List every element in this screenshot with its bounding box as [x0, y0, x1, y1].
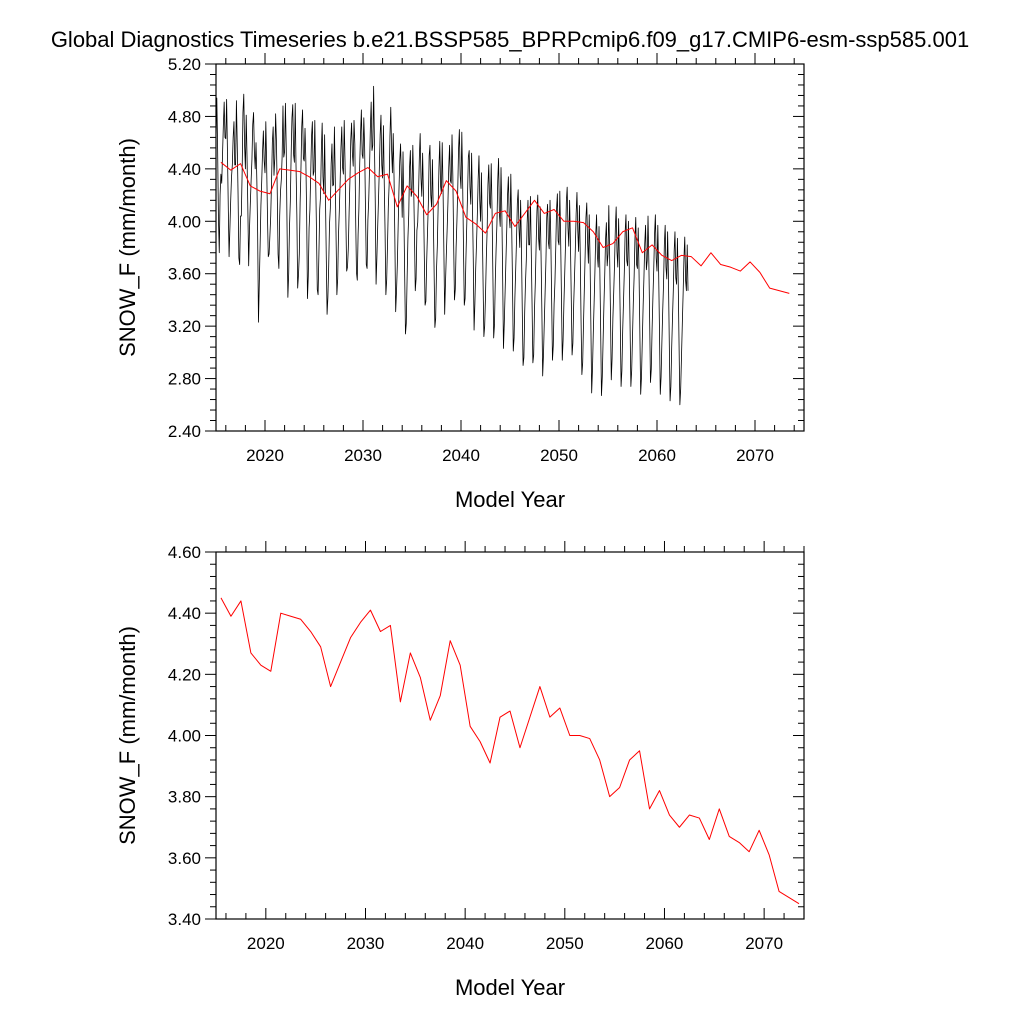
bottom-annual-mean-line — [220, 597, 800, 905]
top-panel: 2020 2030 2040 2050 2060 2070 2.40 2.80 3.20 3.6… — [115, 53, 805, 512]
top-plot-frame — [215, 63, 805, 432]
bottom-x-tick-labels: 2020 2030 2040 2050 2060 2070 — [247, 934, 783, 953]
bottom-y-axis-label: SNOW_F (mm/month) — [115, 626, 140, 845]
top-y-tick-label: 3.60 — [168, 265, 201, 284]
top-y-axis-label: SNOW_F (mm/month) — [115, 138, 140, 357]
top-y-tick-label: 4.80 — [168, 107, 201, 126]
figure-title: Global Diagnostics Timeseries b.e21.BSSP… — [51, 27, 969, 52]
bottom-x-tick-label: 2020 — [247, 934, 285, 953]
bottom-y-tick-label: 3.60 — [168, 849, 201, 868]
bottom-y-tick-label: 4.00 — [168, 727, 201, 746]
bottom-panel-lines — [220, 597, 800, 905]
bottom-y-tick-label: 3.40 — [168, 910, 201, 929]
top-x-tick-label: 2030 — [344, 446, 382, 465]
top-x-axis-label: Model Year — [455, 487, 565, 512]
bottom-panel-ticks — [205, 541, 805, 920]
top-x-tick-label: 2040 — [442, 446, 480, 465]
top-annual-mean-line — [220, 161, 790, 294]
bottom-y-tick-label: 4.40 — [168, 604, 201, 623]
bottom-x-tick-label: 2060 — [646, 934, 684, 953]
top-y-tick-label: 3.20 — [168, 317, 201, 336]
bottom-y-tick-label: 4.60 — [168, 543, 201, 562]
top-y-tick-label: 5.20 — [168, 55, 201, 74]
bottom-x-axis-label: Model Year — [455, 975, 565, 1000]
top-panel-ticks — [205, 53, 804, 432]
bottom-x-tick-label: 2050 — [546, 934, 584, 953]
top-y-tick-label: 2.40 — [168, 422, 201, 441]
top-panel-lines — [215, 85, 790, 406]
bottom-x-tick-label: 2030 — [347, 934, 385, 953]
bottom-x-tick-label: 2040 — [446, 934, 484, 953]
top-y-tick-label: 4.40 — [168, 160, 201, 179]
bottom-y-tick-label: 4.20 — [168, 665, 201, 684]
bottom-x-tick-label: 2070 — [745, 934, 783, 953]
top-x-tick-label: 2070 — [736, 446, 774, 465]
bottom-y-tick-label: 3.80 — [168, 788, 201, 807]
bottom-y-tick-labels: 3.40 3.60 3.80 4.00 4.20 4.40 4.60 — [168, 543, 201, 929]
top-y-tick-label: 2.80 — [168, 370, 201, 389]
top-y-tick-labels: 2.40 2.80 3.20 3.60 4.00 4.40 4.80 5.20 — [168, 55, 201, 441]
top-x-tick-label: 2020 — [246, 446, 284, 465]
top-monthly-series-line — [215, 85, 689, 406]
top-y-tick-label: 4.00 — [168, 212, 201, 231]
top-x-tick-label: 2060 — [638, 446, 676, 465]
top-x-tick-labels: 2020 2030 2040 2050 2060 2070 — [246, 446, 774, 465]
top-x-tick-label: 2050 — [540, 446, 578, 465]
bottom-panel: 2020 2030 2040 2050 2060 2070 3.40 3.60 3.80 4.0… — [115, 541, 805, 1000]
